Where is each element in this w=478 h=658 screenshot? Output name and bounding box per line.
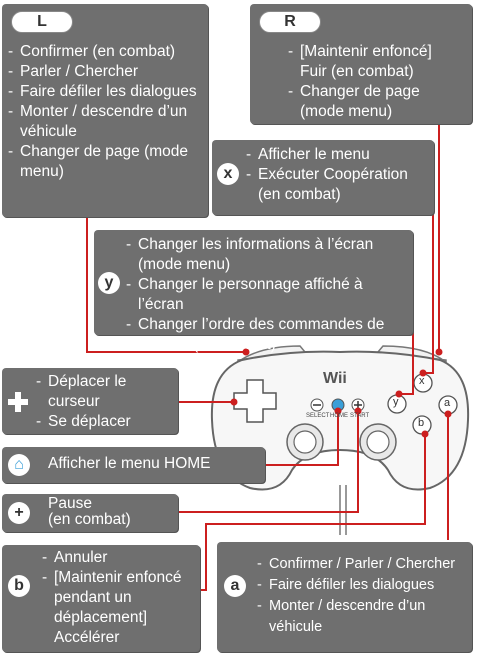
r-button-panel: R [Maintenir enfoncé] Fuir (en combat) C… [250,4,472,124]
y-action-2: Changer le personnage affiché à l’écran [124,275,411,315]
controller-y-label: y [393,396,399,408]
dpad-shape [233,379,277,423]
l-action-2: Parler / Chercher [6,62,206,82]
home-label: Afficher le menu HOME [48,455,211,472]
y-action-1: Changer les informations à l’écran (mode… [124,235,411,275]
y-actions-list: Changer les informations à l’écran (mode… [124,235,411,355]
connector-x [423,214,434,374]
b-button-panel: b Annuler [Maintenir enfoncé pendant un … [2,545,200,652]
a-button-panel: a Confirmer / Parler / Chercher Faire dé… [217,542,472,652]
a-action-2: Faire défiler les dialogues [255,575,470,596]
x-actions-list: Afficher le menu Exécuter Coopération (e… [244,145,432,205]
dpad-panel: Déplacer le curseur Se déplacer [2,368,178,434]
plus-icon: + [8,502,30,524]
controller-a-label: a [444,397,451,409]
home-panel: ⌂ Afficher le menu HOME [2,447,265,483]
b-actions-list: Annuler [Maintenir enfoncé pendant un dé… [40,548,198,648]
l-action-1: Confirmer (en combat) [6,42,206,62]
dpad-icon [8,392,28,412]
controller-x-label: x [419,375,425,387]
x-action-2: Exécuter Coopération (en combat) [244,165,432,205]
select-label: SELECT [306,413,330,419]
b-button-icon: b [8,575,30,597]
l-button-badge: L [11,11,73,33]
dpad-action-1: Déplacer le curseur [34,372,174,412]
l-action-3: Faire défiler les dialogues [6,82,206,102]
l-action-4: Monter / descendre d’un véhicule [6,102,206,142]
y-button-panel: y Changer les informations à l’écran (mo… [94,230,413,353]
plus-label: Pause (en combat) [48,495,131,528]
dpad-actions-list: Déplacer le curseur Se déplacer [34,372,174,432]
a-button-icon: a [224,575,246,597]
y-action-3: Changer l’ordre des commandes de combat … [124,315,411,355]
x-action-1: Afficher le menu [244,145,432,165]
start-label: START [350,413,370,419]
controller-b-label: b [418,417,425,429]
plus-panel: + Pause (en combat) [2,494,178,532]
connector-plus [178,411,359,513]
home-small-label: HOME [330,413,348,419]
a-actions-list: Confirmer / Parler / Chercher Faire défi… [255,554,470,638]
x-button-icon: x [217,163,239,185]
l-actions-list: Confirmer (en combat) Parler / Chercher … [6,42,206,182]
connector-y [399,277,414,395]
home-icon: ⌂ [8,454,30,476]
r-actions-list: [Maintenir enfoncé] Fuir (en combat) Cha… [286,42,461,122]
b-action-2: [Maintenir enfoncé pendant un déplacemen… [40,568,198,648]
l-button-panel: L Confirmer (en combat) Parler / Cherche… [2,4,208,217]
b-action-1: Annuler [40,548,198,568]
connector-home [265,411,339,466]
dpad-action-2: Se déplacer [34,412,174,432]
connector-b [200,434,426,591]
wii-logo: Wii [323,370,347,387]
y-button-icon: y [98,272,120,294]
l-action-5: Changer de page (mode menu) [6,142,206,182]
r-action-2: Changer de page (mode menu) [286,82,461,122]
a-action-3: Monter / descendre d’un véhicule [255,596,470,638]
r-button-badge: R [259,11,321,33]
a-action-1: Confirmer / Parler / Chercher [255,554,470,575]
x-button-panel: x Afficher le menu Exécuter Coopération … [212,140,434,215]
r-action-1: [Maintenir enfoncé] Fuir (en combat) [286,42,461,82]
